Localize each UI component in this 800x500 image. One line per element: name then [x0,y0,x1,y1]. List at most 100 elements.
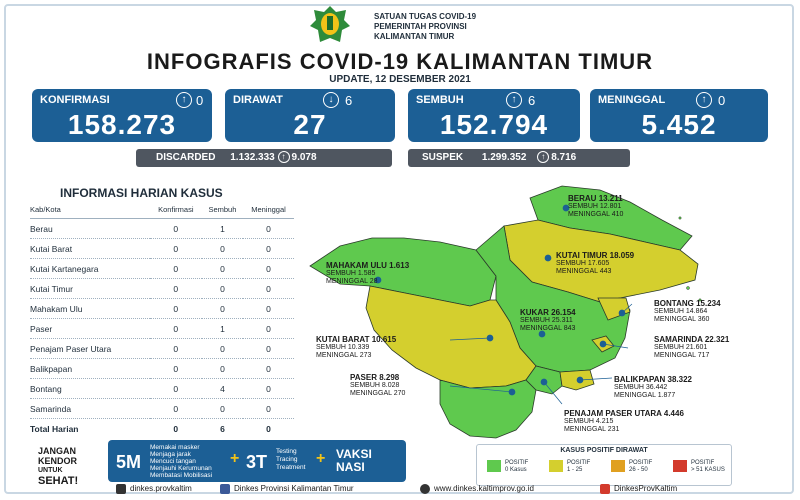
cell-kabkota: Total Harian [30,423,79,434]
cell-meninggal: 0 [243,258,294,279]
cell-konfirmasi: 0 [149,278,202,299]
table-row: Balikpapan 0 0 0 [30,358,294,379]
cell-meninggal: 0 [243,398,294,419]
map-label-berau: BERAU 13.211 SEMBUH 12.801 MENINGGAL 410 [568,194,624,219]
five-m-title: 5M [116,452,142,472]
kaltim-map [309,185,702,439]
discarded-value: 1.132.333 [230,152,275,163]
arrow-up-icon: ↑ [506,92,522,108]
table-total-row: Total Harian 0 6 0 [30,419,294,439]
cell-meninggal: 0 [243,238,294,259]
social-youtube[interactable]: DinkesProvKaltim [614,484,678,493]
map-label-ppu: PENAJAM PASER UTARA 4.446 SEMBUH 4.215 M… [564,409,684,434]
social-instagram[interactable]: dinkes.provkaltim [130,484,192,493]
table-row: Kutai Kartanegara 0 0 0 [30,258,294,279]
map-label-kutai-barat: KUTAI BARAT 10.615 SEMBUH 10.339 MENINGG… [316,335,397,360]
map-leader-kutai-barat [449,337,491,341]
cell-sembuh: 0 [201,338,244,359]
campaign-slogan: JANGAN KENDOR UNTUK SEHAT! [38,446,79,487]
three-t-title: 3T [246,452,268,472]
cell-meninggal: 0 [243,318,294,339]
legend-swatch-0 [487,460,501,472]
map-legend: KASUS POSITIF DIRAWAT POSITIF 0 Kasus POS… [476,444,732,486]
cell-sembuh: 0 [201,278,244,299]
cell-konfirmasi: 0 [149,218,202,239]
legend-swatch-2 [611,460,625,472]
arrow-up-icon: ↑ [176,92,192,108]
slogan-jangan: JANGAN [38,446,77,456]
map-region-paser [439,379,537,439]
map-marker-kukar [538,330,546,338]
table-row: Berau 0 1 0 [30,218,294,239]
cell-meninggal: 0 [243,218,294,239]
map-label-bontang: BONTANG 15.234 SEMBUH 14.864 MENINGGAL 3… [654,299,721,324]
discarded-pill: DISCARDED 1.132.333 ↑ 9.078 [136,149,392,167]
map-label-mahakam-ulu: MAHAKAM ULU 1.613 SEMBUH 1.585 MENINGGAL… [326,261,410,286]
cell-kabkota: Kutai Kartanegara [30,258,150,279]
cell-konfirmasi: 0 [149,238,202,259]
stat-change: 6 [345,93,353,108]
legend-label-2: POSITIF 26 - 50 [629,460,653,473]
table-row: Bontang 0 4 0 [30,378,294,399]
stat-change: 0 [718,93,726,108]
table-row: Paser 0 1 0 [30,318,294,339]
map-leader-bontang [621,303,633,314]
stat-change: 0 [196,93,204,108]
social-facebook[interactable]: Dinkes Provinsi Kalimantan Timur [234,484,354,493]
stat-change: 6 [528,93,536,108]
map-leader-samarinda [602,343,629,349]
arrow-down-icon: ↓ [323,92,339,108]
table-row: Kutai Barat 0 0 0 [30,238,294,259]
suspek-change: 8.716 [551,152,577,163]
cell-meninggal: 0 [243,358,294,379]
table-row: Mahakam Ulu 0 0 0 [30,298,294,319]
cell-meninggal: 0 [243,278,294,299]
plus-icon: + [230,450,240,467]
cell-sembuh: 0 [201,358,244,379]
instagram-icon [116,484,126,494]
stat-label: KONFIRMASI [40,94,110,106]
map-marker-mahakam-ulu [374,276,382,284]
cell-konfirmasi: 0 [149,298,202,319]
stat-card-sembuh: SEMBUH ↑ 6 152.794 [408,89,580,142]
arrow-up-icon: ↑ [277,151,290,164]
vaksinasi-label: VAKSI NASI [336,447,372,474]
map-label-kukar: KUKAR 26.154 SEMBUH 25.311 MENINGGAL 843 [520,308,576,333]
stat-label: DIRAWAT [233,94,283,106]
cell-kabkota: Berau [30,218,150,239]
stat-label: MENINGGAL [598,94,666,106]
stat-value: 27 [293,109,327,140]
cell-konfirmasi: 0 [149,398,202,419]
stat-value: 152.794 [439,109,549,140]
discarded-label: DISCARDED [156,152,216,163]
discarded-change: 9.078 [291,152,317,163]
suspek-label: SUSPEK [422,152,464,163]
map-island [698,298,702,302]
col-header-konfirmasi: Konfirmasi [149,200,202,219]
social-web[interactable]: www.dinkes.kaltimprov.go.id [434,484,534,493]
cell-meninggal: 0 [243,378,294,399]
arrow-up-icon: ↑ [537,151,550,164]
table-row: Penajam Paser Utara 0 0 0 [30,338,294,359]
col-header-sembuh: Sembuh [201,200,244,219]
map-marker-berau [562,204,570,212]
cell-sembuh: 0 [201,238,244,259]
table-row: Samarinda 0 0 0 [30,398,294,419]
cell-sembuh: 0 [201,258,244,279]
suspek-pill: SUSPEK 1.299.352 ↑ 8.716 [408,149,630,167]
legend-title: KASUS POSITIF DIRAWAT [560,447,648,454]
cell-meninggal: 0 [243,298,294,319]
kaltim-emblem-icon [310,6,350,42]
map-markers [374,204,633,405]
globe-icon [420,484,430,494]
org-line3: KALIMANTAN TIMUR [374,32,455,41]
col-header-meninggal: Meninggal [243,200,294,219]
slogan-sehat: SEHAT! [38,475,79,487]
cell-kabkota: Paser [30,318,150,339]
map-label-balikpapan: BALIKPAPAN 38.322 SEMBUH 36.442 MENINGGA… [614,375,692,400]
cell-sembuh: 4 [201,378,244,399]
suspek-value: 1.299.352 [481,152,527,163]
slogan-untuk: UNTUK [38,467,63,474]
cell-sembuh: 1 [201,218,244,239]
col-header-kabkota: Kab/Kota [30,200,150,219]
